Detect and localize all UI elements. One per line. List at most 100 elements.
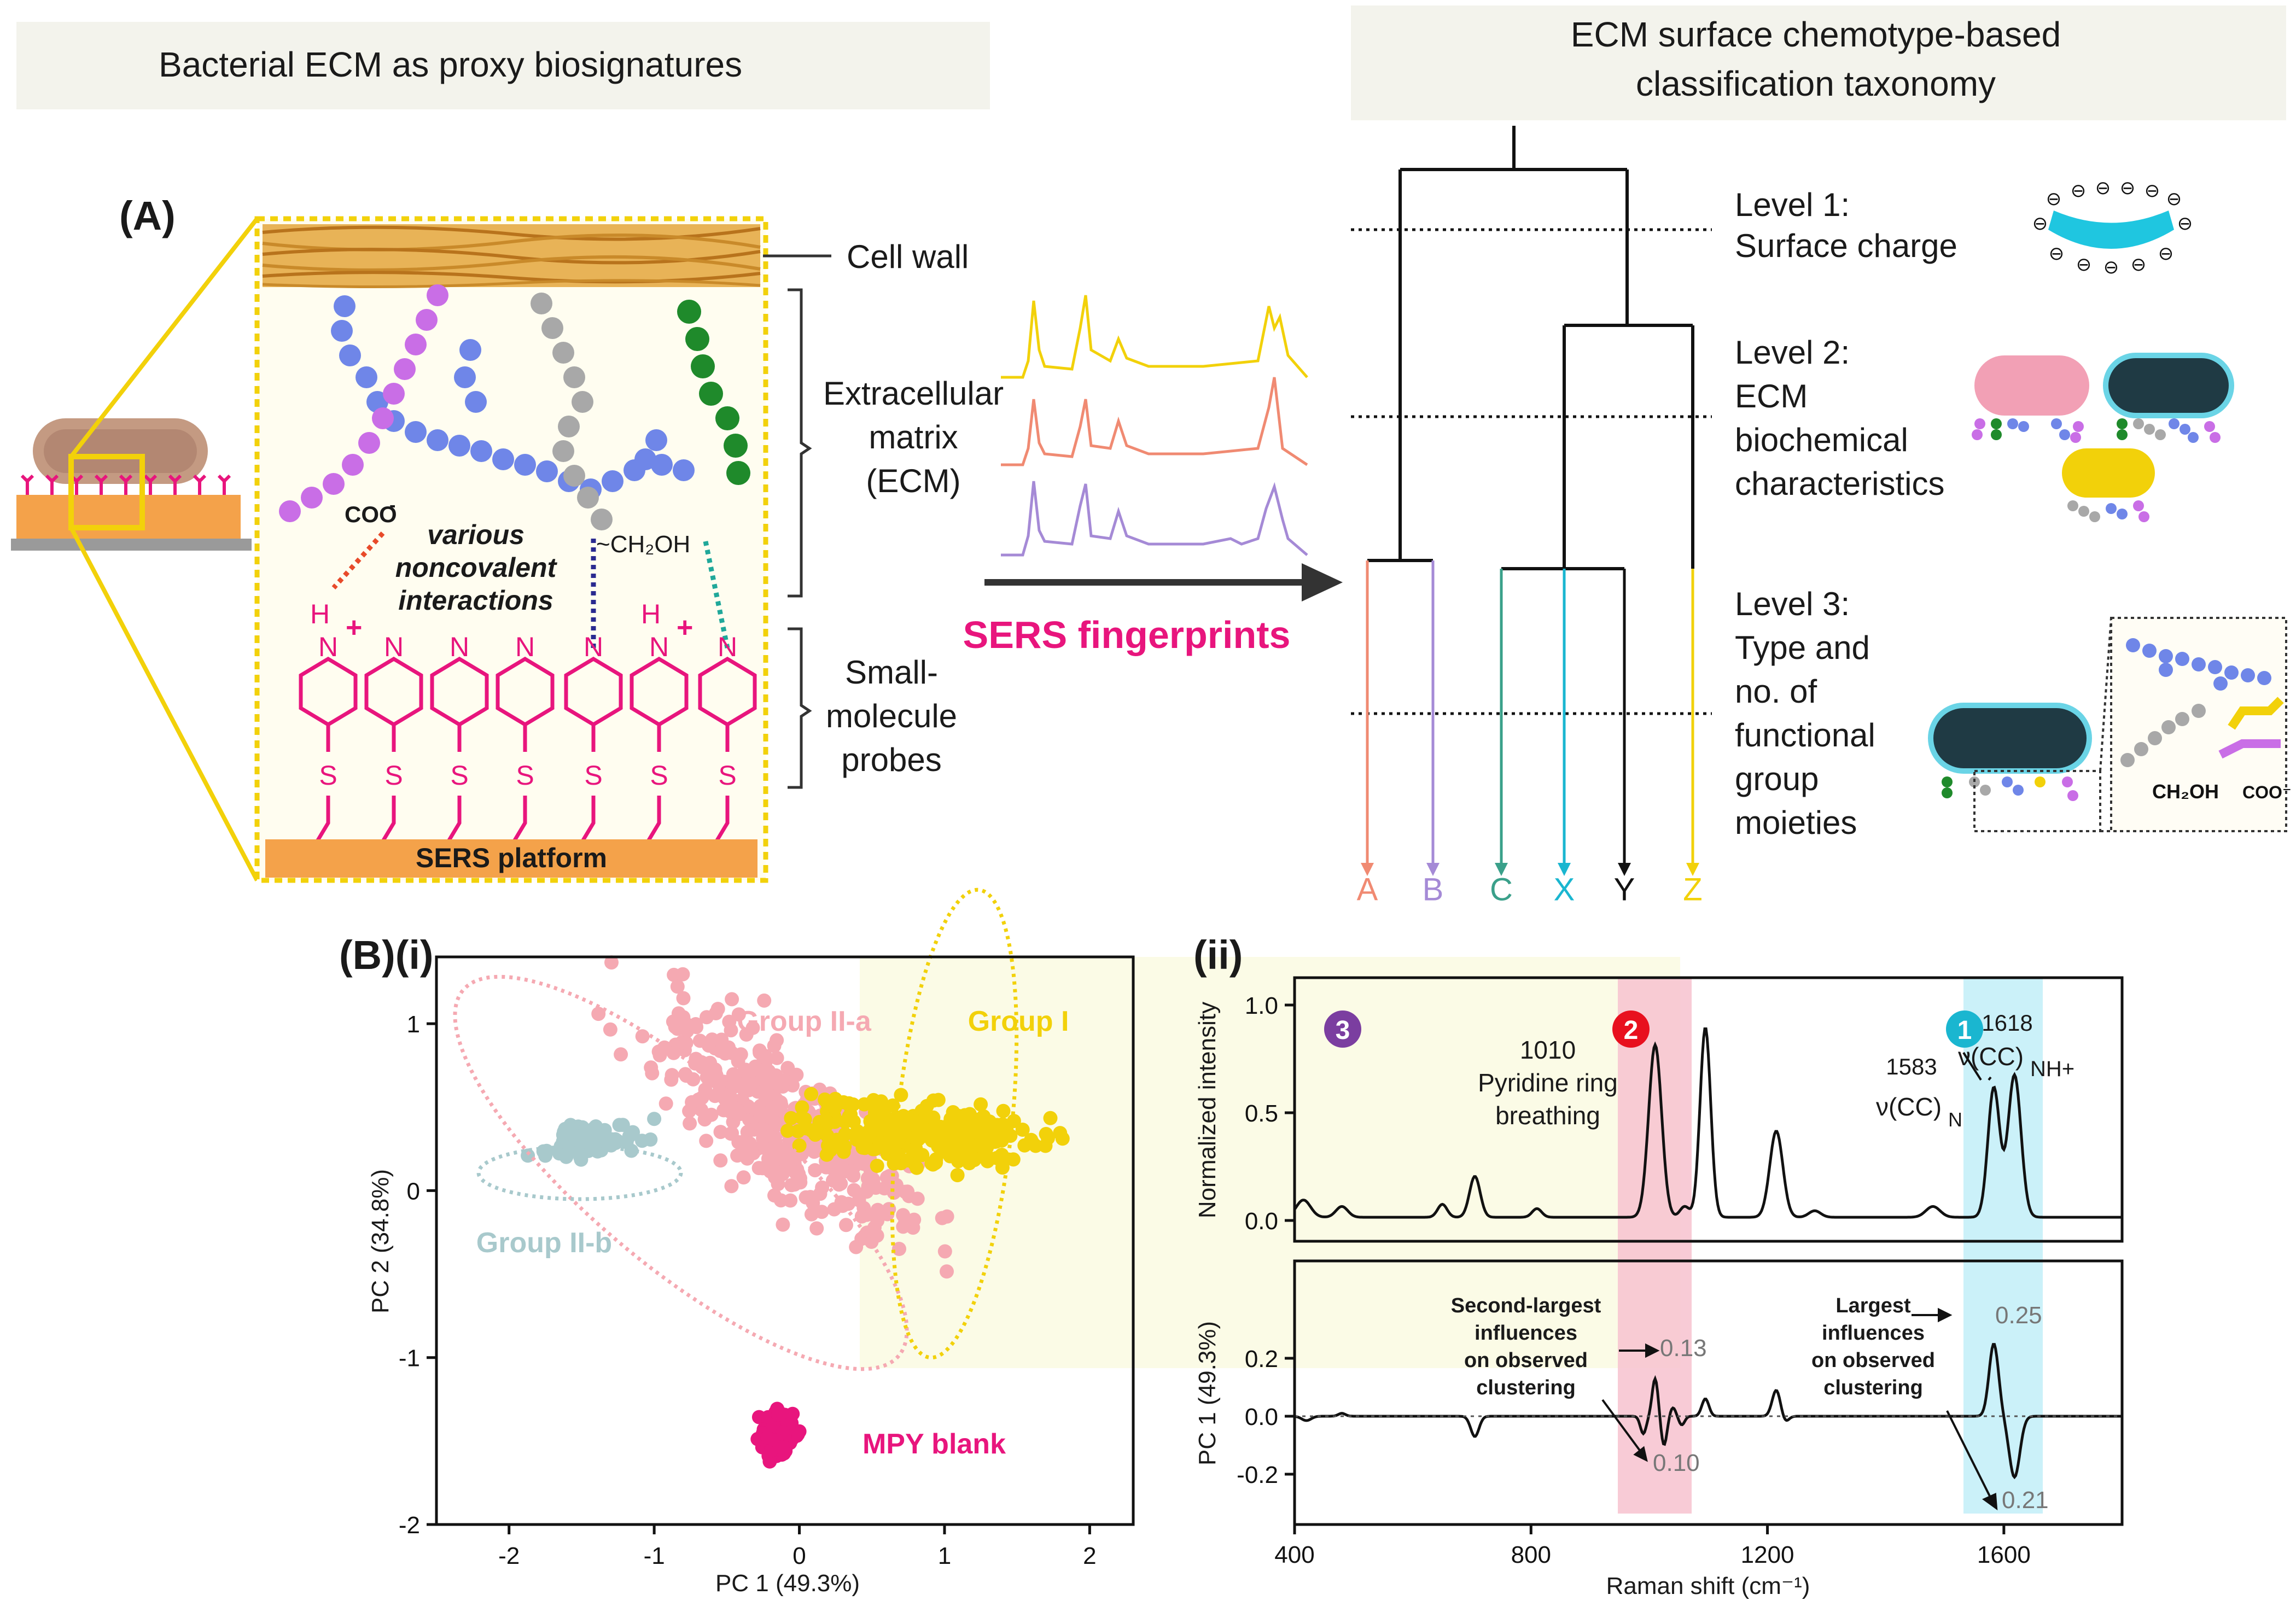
svg-text:⊖: ⊖	[2095, 178, 2111, 198]
pca-point	[766, 1163, 780, 1177]
pca-point	[679, 1036, 694, 1050]
loading-025: 0.25	[1995, 1302, 2042, 1329]
pca-point	[774, 1440, 789, 1455]
pca-point	[718, 1043, 732, 1058]
svg-text:⊖: ⊖	[2032, 213, 2048, 234]
bottom-plot-frame	[1293, 1259, 2124, 1526]
svg-text:1: 1	[1957, 1016, 1972, 1045]
pca-point	[787, 1177, 802, 1192]
pca-point	[700, 1010, 714, 1025]
pca-point	[762, 1109, 777, 1123]
group-iib-points	[521, 1112, 662, 1167]
pca-point	[910, 1191, 925, 1206]
pca-point	[626, 1125, 640, 1140]
svg-text:S: S	[584, 760, 602, 791]
ch2oh-label: ~CH₂OH	[596, 531, 690, 558]
probe-brace	[788, 627, 812, 789]
svg-text:N: N	[584, 632, 603, 662]
pca-point	[896, 1219, 911, 1234]
pca-point	[965, 1149, 980, 1164]
peak-1618-label: 1618	[1982, 1010, 2032, 1036]
probe-label-3: probes	[841, 741, 941, 778]
svg-text:COO⁻: COO⁻	[2242, 782, 2292, 802]
raman-xtick-label: 400	[1274, 1541, 1314, 1568]
pca-point	[790, 1427, 805, 1441]
pca-point	[724, 1023, 738, 1038]
raman-top-ytick-label: 0.0	[1245, 1208, 1278, 1235]
svg-text:⊖: ⊖	[2145, 180, 2160, 201]
pca-point	[578, 1125, 592, 1140]
pca-point	[727, 1073, 742, 1088]
pca-point	[724, 1179, 739, 1194]
leaf-c: C	[1490, 872, 1513, 908]
ionic-interaction	[331, 531, 385, 590]
pca-point	[770, 1050, 784, 1065]
raman-top-ytick-label: 1.0	[1245, 992, 1278, 1019]
header-left-band	[16, 22, 990, 109]
cell-wall-band	[262, 224, 761, 289]
pca-point	[614, 1047, 628, 1062]
raman-xtick-label: 1200	[1741, 1541, 1794, 1568]
pca-plot-frame	[435, 955, 1135, 1526]
raman-bottom-ytick-label: 0.0	[1245, 1404, 1278, 1430]
pca-point	[940, 1209, 954, 1224]
pca-point	[757, 993, 772, 1008]
svg-text:functional: functional	[1735, 717, 1875, 753]
header-left: Bacterial ECM as proxy biosignatures	[159, 45, 742, 84]
pca-point	[854, 1209, 869, 1224]
pca-xtick-label: -1	[644, 1543, 665, 1569]
header-right-band	[1351, 5, 2286, 120]
pca-point	[996, 1103, 1011, 1118]
pca-point	[686, 1072, 701, 1087]
pca-point	[699, 1134, 714, 1148]
leaf-x: X	[1554, 872, 1575, 908]
pca-point	[794, 1110, 809, 1125]
pca-point	[867, 1105, 882, 1119]
pca-point	[907, 1212, 922, 1227]
svg-text:N: N	[318, 632, 338, 662]
svg-text:S: S	[718, 760, 736, 791]
group-iib-label: Group II-b	[476, 1227, 612, 1259]
ecm-brace	[788, 288, 812, 598]
pca-point	[929, 1152, 943, 1167]
second-largest-1: Second-largest	[1451, 1294, 1601, 1317]
pca-scatter-plot: -2 -1 0 1 2 -2 -1 0 1 Group II-a Group I Group I…	[367, 887, 1680, 1597]
pca-point	[536, 1144, 551, 1159]
nu-cc-n-subscript: N	[1948, 1108, 1962, 1131]
svg-text:N: N	[515, 632, 535, 662]
leaf-b: B	[1423, 872, 1444, 908]
pca-point	[789, 1067, 804, 1082]
pca-point	[720, 1096, 735, 1110]
ecm-label-1: Extracellular	[823, 375, 1004, 412]
loading-010: 0.10	[1653, 1450, 1700, 1476]
pca-point	[974, 1097, 988, 1112]
sers-fingerprints-label: SERS fingerprints	[963, 614, 1291, 656]
svg-text:CH₂OH: CH₂OH	[2152, 780, 2219, 803]
group-iia-label: Group II-a	[737, 1006, 872, 1037]
pca-point	[1006, 1152, 1021, 1167]
leaf-z: Z	[1683, 872, 1702, 908]
largest-2: influences	[1822, 1322, 1925, 1345]
pca-xtick-label: 0	[792, 1543, 806, 1569]
pca-point	[725, 992, 739, 1007]
pca-point	[872, 1135, 887, 1150]
pca-point	[701, 1038, 716, 1053]
pca-point	[865, 1121, 879, 1136]
sers-fingerprint-spectra	[1001, 295, 1308, 557]
leaf-a: A	[1357, 872, 1378, 908]
group-iia-ellipse	[453, 974, 909, 1371]
pca-point	[644, 1060, 659, 1075]
pca-point	[989, 1150, 1004, 1165]
pca-point	[950, 1168, 965, 1183]
svg-text:S: S	[516, 760, 534, 791]
loading-annotation-arrows	[1601, 1307, 1998, 1511]
group-iib-ellipse	[476, 1144, 683, 1201]
pca-xtick-label: 2	[1083, 1543, 1096, 1569]
pca-point	[958, 1130, 973, 1144]
pca-point	[926, 1093, 941, 1108]
svg-text:characteristics: characteristics	[1735, 465, 1944, 502]
pca-ylabel: PC 2 (34.8%)	[367, 1169, 394, 1313]
pca-point	[713, 1153, 728, 1168]
header-right-line2: classification taxonomy	[1636, 64, 1996, 103]
